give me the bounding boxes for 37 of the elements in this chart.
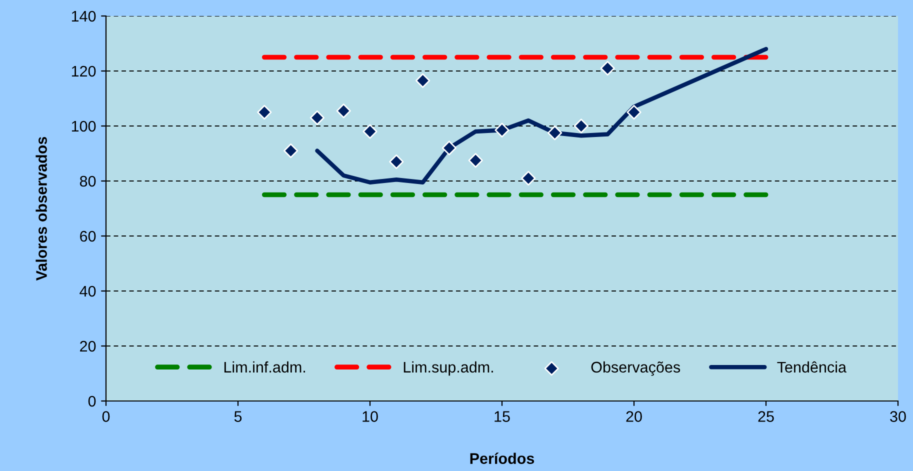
point bbox=[521, 170, 536, 186]
point bbox=[600, 60, 615, 76]
x-tick-label: 0 bbox=[102, 411, 110, 422]
point bbox=[416, 73, 430, 88]
point bbox=[548, 126, 562, 140]
point bbox=[336, 104, 351, 118]
point bbox=[494, 122, 510, 138]
point bbox=[362, 124, 378, 139]
legend-label: Lim.sup.adm. bbox=[404, 361, 493, 376]
y-tick-label: 20 bbox=[80, 340, 96, 352]
x-tick-label: 25 bbox=[758, 411, 774, 422]
y-tick-label: 140 bbox=[72, 10, 96, 22]
point bbox=[389, 154, 404, 170]
x-tick-label: 10 bbox=[362, 411, 378, 422]
y-tick-label: 100 bbox=[72, 120, 96, 132]
legend-label: Lim.inf.adm. bbox=[224, 361, 306, 373]
y-tick-label: 0 bbox=[88, 396, 96, 407]
x-axis-title: Períodos bbox=[470, 452, 534, 464]
y-tick-label: 60 bbox=[80, 230, 96, 242]
line-series bbox=[315, 46, 768, 184]
point bbox=[310, 110, 324, 126]
point bbox=[257, 104, 272, 120]
x-tick-label: 20 bbox=[626, 411, 642, 422]
y-tick-label: 120 bbox=[72, 66, 96, 77]
x-tick-label: 30 bbox=[890, 411, 906, 422]
point bbox=[468, 153, 483, 168]
point bbox=[574, 118, 588, 134]
point bbox=[626, 104, 642, 120]
point bbox=[442, 140, 456, 156]
y-axis-title: Valores observados bbox=[36, 136, 47, 281]
x-tick-label: 15 bbox=[494, 411, 510, 422]
x-tick-label: 5 bbox=[234, 411, 242, 422]
legend-label: Observações bbox=[591, 361, 680, 376]
legend-label: Tendência bbox=[777, 361, 846, 373]
y-tick-label: 80 bbox=[80, 176, 96, 187]
point bbox=[284, 143, 298, 158]
y-tick-label: 40 bbox=[80, 286, 96, 297]
